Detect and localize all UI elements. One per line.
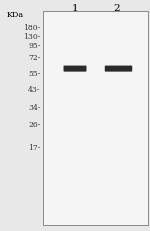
Text: 26-: 26-	[28, 121, 40, 129]
Text: 95-: 95-	[28, 42, 40, 50]
Bar	[43, 12, 148, 225]
Text: 55-: 55-	[28, 70, 40, 77]
Text: 1: 1	[72, 4, 78, 12]
Text: 130-: 130-	[23, 33, 40, 41]
Text: 180-: 180-	[23, 24, 40, 32]
Text: 2: 2	[114, 4, 120, 12]
Text: 72-: 72-	[28, 54, 40, 62]
FancyBboxPatch shape	[105, 66, 132, 72]
Text: 34-: 34-	[28, 103, 40, 111]
Text: 43-: 43-	[28, 86, 40, 94]
Text: KDa: KDa	[6, 11, 24, 19]
FancyBboxPatch shape	[64, 66, 87, 72]
Text: 17-: 17-	[28, 144, 40, 152]
